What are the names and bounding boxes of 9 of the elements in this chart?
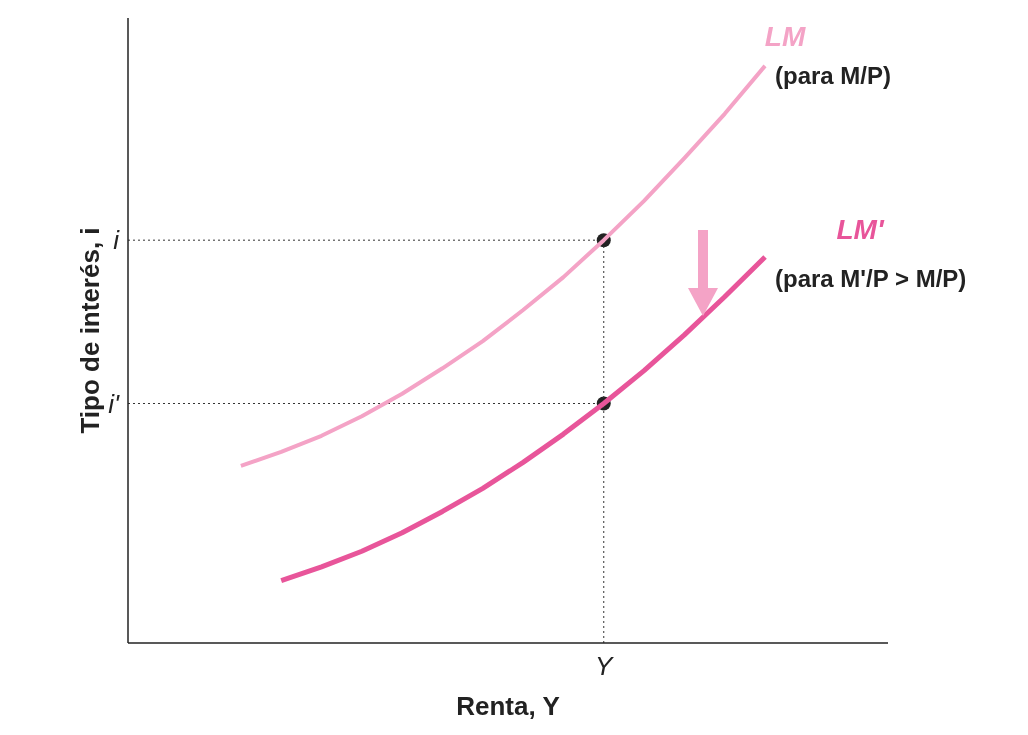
text: Y (595, 651, 613, 681)
y-axis-title: Tipo de interés, i (75, 227, 106, 434)
annotation: (para M/P) (775, 61, 892, 89)
ref-line-label: i' (108, 388, 121, 419)
series-label: LM (764, 20, 806, 52)
annotation: (para M'/P > M/P) (775, 264, 967, 292)
ref-line-label: i (113, 225, 121, 256)
text: LM' (836, 213, 885, 245)
x-axis-title: Renta, Y (456, 691, 560, 721)
